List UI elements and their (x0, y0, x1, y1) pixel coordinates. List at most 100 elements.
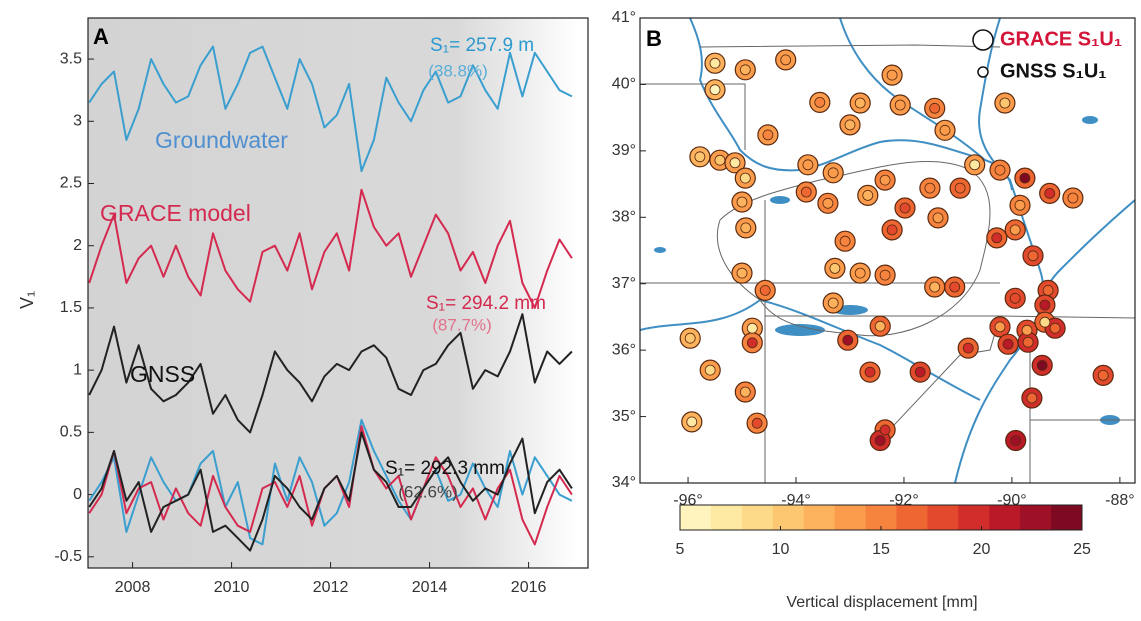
gnss-station (694, 151, 706, 163)
colorbar-tick-label: 10 (772, 541, 790, 558)
series-label: Groundwater (155, 127, 288, 153)
gnss-station (854, 97, 866, 109)
colorbar-swatch (989, 505, 1021, 530)
colorbar-swatch (896, 505, 928, 530)
gnss-station (1067, 192, 1079, 204)
y-tick-label: -0.5 (54, 548, 82, 565)
gnss-station (709, 57, 721, 69)
gnss-station (874, 435, 886, 446)
gnss-station (1022, 336, 1034, 348)
gnss-station (994, 321, 1006, 333)
x-tick-label: 2012 (313, 579, 349, 596)
x-tick-label: 2014 (412, 579, 448, 596)
gnss-station (924, 182, 936, 194)
gnss-station (879, 269, 891, 281)
y-tick-label: 41° (612, 9, 636, 26)
colorbar-swatch (680, 505, 712, 530)
gnss-station (1019, 172, 1031, 184)
series-line (88, 418, 573, 546)
panel-label: A (93, 24, 109, 49)
gnss-station (746, 322, 758, 334)
gnss-station (800, 186, 812, 198)
y-tick-label: 0 (73, 486, 82, 503)
gnss-station (739, 386, 751, 398)
colorbar-tick-label: 25 (1073, 541, 1091, 558)
gnss-station (746, 337, 758, 349)
gnss-station (969, 159, 981, 171)
gnss-station (751, 417, 763, 429)
y-tick-label: 36° (612, 341, 636, 358)
gnss-station (1027, 250, 1039, 262)
y-tick-label: 2 (73, 237, 82, 254)
y-tick-label: 2.5 (60, 175, 82, 192)
gnss-station (954, 182, 966, 194)
legend-label: GRACE S₁U₁ (1000, 28, 1122, 50)
gnss-station (1014, 199, 1026, 211)
y-tick-label: 1.5 (60, 299, 82, 316)
gnss-station (899, 202, 911, 214)
gnss-station (1039, 316, 1051, 328)
y-tick-label: 34° (612, 474, 636, 491)
gnss-station (780, 54, 792, 66)
colorbar-swatch (834, 505, 867, 530)
gnss-station (739, 64, 751, 76)
y-tick-label: 3.5 (60, 50, 82, 67)
colorbar-swatch (927, 505, 959, 530)
colorbar-tick-label: 20 (973, 541, 991, 558)
annotation: (38.8%) (428, 61, 488, 80)
gnss-station (929, 102, 941, 114)
annotation: S₁= 292.3 mm (385, 458, 505, 479)
gnss-station (1009, 292, 1021, 304)
gnss-station (704, 364, 716, 376)
gnss-station (1026, 392, 1038, 404)
y-tick-label: 40° (612, 76, 636, 93)
x-tick-label: 2008 (115, 579, 151, 596)
gnss-station (1010, 435, 1022, 446)
legend-label: GNSS S₁U₁ (1000, 60, 1107, 82)
panel-label: B (646, 26, 662, 51)
gnss-station (762, 129, 774, 141)
gnss-station (740, 222, 752, 234)
y-tick-label: 37° (612, 275, 636, 292)
gnss-station (1002, 338, 1014, 350)
x-tick-label: -88° (1105, 492, 1135, 509)
gnss-station (684, 332, 696, 344)
colorbar-swatch (741, 505, 774, 530)
gnss-station (814, 97, 826, 108)
legend-marker (977, 66, 989, 78)
colorbar-swatch (1020, 505, 1052, 530)
gnss-station (714, 154, 726, 166)
gnss-station (1049, 322, 1061, 334)
gnss-station (862, 189, 874, 201)
gnss-station (1021, 324, 1033, 336)
gnss-station (939, 124, 951, 136)
y-tick-label: 35° (612, 408, 636, 425)
axes-frame (639, 17, 1136, 484)
annotation: S₁= 294.2 mm (426, 293, 546, 314)
colorbar-tick-label: 15 (872, 541, 890, 558)
gnss-station (932, 212, 944, 224)
x-tick-label: 2010 (214, 579, 250, 596)
gnss-station (886, 69, 898, 81)
colorbar-swatch (865, 505, 897, 530)
y-tick-label: 38° (612, 209, 636, 226)
colorbar-tick-label: 5 (676, 541, 685, 558)
y-tick-label: 0.5 (60, 424, 82, 441)
gnss-station (739, 172, 751, 184)
series-line (88, 431, 573, 552)
gnss-station (839, 235, 851, 247)
colorbar-swatch (958, 505, 990, 530)
annotation: S₁= 257.9 m (430, 35, 534, 56)
gnss-station (842, 334, 854, 346)
gnss-station (991, 232, 1003, 244)
gnss-station (1097, 369, 1109, 381)
gnss-station (1042, 284, 1054, 296)
colorbar-swatch (710, 505, 743, 530)
gnss-station (929, 281, 941, 293)
gnss-station (994, 164, 1006, 176)
gnss-station (879, 424, 891, 436)
gnss-station (1009, 224, 1021, 236)
gnss-station (829, 262, 841, 274)
gnss-station (1036, 359, 1048, 371)
gnss-station (759, 284, 771, 296)
